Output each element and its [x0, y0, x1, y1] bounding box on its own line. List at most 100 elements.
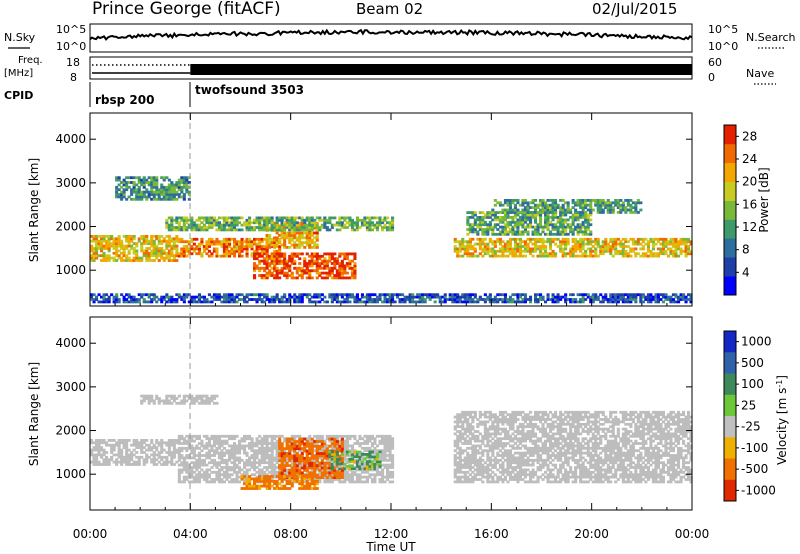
velocity-cell: [165, 451, 169, 454]
power-cell: [556, 300, 560, 304]
power-cell: [463, 247, 467, 251]
velocity-cell: [117, 446, 121, 449]
power-cell: [100, 237, 104, 241]
velocity-cell: [135, 441, 139, 445]
power-cell: [145, 181, 149, 184]
power-cell: [152, 197, 156, 201]
velocity-cell: [373, 475, 377, 479]
velocity-cell: [115, 460, 119, 464]
power-cell: [115, 254, 119, 258]
power-cell: [579, 213, 583, 217]
power-cell: [105, 298, 109, 301]
power-colorbar-tick-label: 12: [742, 220, 757, 234]
velocity-cell: [320, 434, 324, 438]
power-cell: [308, 293, 312, 297]
power-cell: [137, 298, 141, 301]
power-cell: [185, 226, 189, 229]
power-cell: [142, 300, 146, 304]
power-cell: [182, 185, 186, 189]
freq-label: Freq.: [18, 55, 43, 66]
velocity-cell: [195, 468, 199, 472]
velocity-cell: [165, 455, 169, 459]
power-cell: [539, 218, 543, 222]
power-cell: [245, 247, 249, 251]
power-cell: [215, 237, 219, 241]
power-cell: [200, 295, 204, 299]
power-cell: [529, 249, 533, 253]
power-cell: [506, 249, 510, 253]
velocity-cell: [373, 480, 377, 484]
power-cell: [624, 245, 628, 248]
power-cell: [298, 243, 302, 247]
power-cell: [614, 249, 618, 253]
velocity-cell: [243, 461, 247, 465]
velocity-cell: [170, 458, 174, 462]
power-cell: [388, 295, 392, 299]
velocity-cell: [386, 434, 390, 438]
power-cell: [438, 295, 442, 299]
velocity-cell: [373, 439, 377, 443]
velocity-cell: [335, 478, 339, 481]
velocity-cell: [350, 473, 354, 477]
power-cell: [544, 218, 548, 222]
power-cell: [102, 300, 106, 304]
power-cell: [260, 247, 264, 251]
power-cell: [619, 245, 623, 248]
velocity-cell: [381, 439, 385, 443]
nsky-trace: [89, 28, 693, 41]
power-cell: [323, 223, 327, 227]
velocity-cell: [255, 456, 259, 460]
power-cell: [498, 293, 502, 297]
power-cell: [586, 293, 590, 297]
power-cell: [308, 269, 312, 273]
velocity-cell: [107, 439, 111, 442]
power-cell: [298, 224, 302, 228]
power-cell: [621, 206, 625, 209]
power-cell: [233, 228, 237, 232]
power-cell: [145, 237, 149, 241]
velocity-cell: [207, 461, 211, 465]
power-cell: [549, 206, 553, 209]
velocity-cell: [222, 480, 226, 484]
power-cell: [599, 203, 603, 207]
power-cell: [386, 216, 390, 220]
power-cell: [541, 245, 545, 248]
velocity-cell: [125, 439, 129, 442]
power-cell: [132, 247, 136, 250]
velocity-cell: [318, 470, 322, 474]
velocity-cell: [265, 473, 269, 477]
power-cell: [250, 228, 254, 232]
velocity-cell: [215, 451, 219, 455]
power-cell: [195, 226, 199, 229]
power-cell: [373, 300, 377, 304]
velocity-cell: [200, 473, 204, 477]
power-cell: [443, 300, 447, 304]
power-cell: [112, 298, 116, 301]
power-cell: [155, 185, 159, 189]
velocity-cell: [240, 437, 244, 441]
velocity-cell: [253, 444, 257, 448]
power-cell: [90, 293, 94, 297]
power-cell: [170, 300, 174, 304]
power-cell: [656, 300, 660, 304]
power-cell: [288, 274, 292, 277]
velocity-cell: [195, 444, 199, 448]
power-cell: [155, 193, 159, 196]
power-cell: [338, 266, 342, 270]
velocity-cell: [255, 475, 259, 479]
velocity-cell: [200, 458, 204, 462]
power-cell: [270, 243, 274, 247]
velocity-cell: [127, 455, 131, 459]
velocity-cell: [278, 468, 282, 472]
velocity-cell: [95, 460, 99, 464]
power-cell: [529, 252, 533, 256]
velocity-cell: [220, 434, 224, 438]
velocity-cell: [202, 458, 206, 462]
power-cell: [353, 252, 357, 256]
power-cell: [205, 228, 209, 232]
power-cell: [318, 226, 322, 229]
power-cell: [529, 201, 533, 205]
velocity-cell: [182, 461, 186, 465]
power-cell: [165, 247, 169, 250]
velocity-cell: [220, 442, 224, 445]
